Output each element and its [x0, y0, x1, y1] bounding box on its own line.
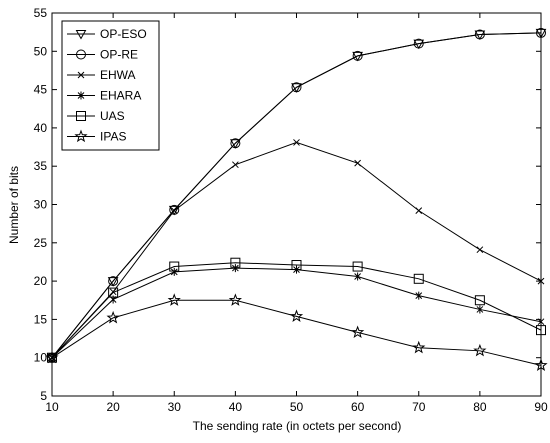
legend-marker-ipas: [74, 129, 88, 143]
data-point-op-re: [352, 50, 363, 61]
series-ipas: [45, 293, 548, 371]
data-point-uas: [108, 287, 119, 298]
y-tick-label: 20: [34, 274, 48, 288]
data-point-op-re: [536, 27, 546, 38]
series-line-uas: [51, 262, 542, 359]
data-point-op-re: [169, 204, 180, 215]
legend-marker-uas: [76, 111, 86, 121]
legend-label-ipas: IPAS: [100, 130, 126, 144]
data-point-uas: [413, 273, 424, 284]
data-point-ehara: [476, 305, 484, 314]
x-tick-label: 50: [290, 400, 304, 414]
legend-label-op-re: OP-RE: [100, 48, 138, 62]
x-tick-label: 60: [351, 400, 365, 414]
data-point-ipas: [106, 310, 120, 324]
data-point-ehwa: [476, 246, 484, 254]
series-line-ehwa: [51, 141, 542, 359]
data-point-ehara: [354, 272, 361, 281]
legend-label-ehwa: EHWA: [100, 68, 136, 82]
legend-marker-ehwa: [77, 71, 85, 79]
x-tick-label: 90: [534, 400, 548, 414]
legend-marker-op-eso: [75, 30, 87, 40]
series-op-re: [47, 27, 546, 363]
x-tick-label: 10: [45, 400, 59, 414]
y-tick-label: 40: [34, 121, 48, 135]
data-point-op-re: [413, 38, 424, 49]
data-point-ehara: [415, 291, 423, 300]
data-point-ipas: [289, 309, 304, 322]
data-point-ipas: [351, 325, 365, 339]
x-tick-label: 40: [229, 400, 243, 414]
data-point-ehwa: [170, 207, 178, 214]
series-line-ehara: [51, 267, 542, 359]
legend: OP-ESO OP-RE EHWA EHARA UAS IPAS: [61, 20, 160, 151]
data-point-op-re: [230, 138, 241, 149]
legend-label-uas: UAS: [100, 109, 125, 123]
data-point-ipas: [45, 350, 59, 364]
data-point-uas: [474, 295, 485, 306]
data-point-ehwa: [232, 161, 239, 169]
data-point-ehwa: [354, 159, 361, 167]
data-point-uas: [352, 261, 363, 272]
data-point-ipas: [473, 343, 487, 357]
data-point-uas: [291, 260, 302, 271]
legend-marker-op-re: [76, 49, 86, 60]
data-point-ipas: [412, 340, 426, 354]
data-point-op-eso: [107, 277, 119, 287]
y-axis-label: Number of bits: [7, 166, 21, 244]
data-point-uas: [230, 257, 241, 268]
x-tick-label: 20: [106, 400, 120, 414]
data-point-op-re: [291, 82, 302, 93]
data-point-ehwa: [109, 288, 117, 296]
x-axis-label: The sending rate (in octets per second): [193, 419, 402, 433]
data-point-op-eso: [291, 83, 302, 93]
data-point-ehara: [232, 264, 239, 273]
y-tick-label: 15: [34, 312, 48, 326]
data-point-ehwa: [415, 207, 423, 214]
y-tick-label: 25: [34, 236, 48, 250]
data-point-ehwa: [537, 277, 545, 285]
x-tick-label: 70: [412, 400, 426, 414]
data-point-ehara: [170, 267, 178, 276]
x-tick-label: 30: [168, 400, 182, 414]
series-ehwa: [48, 139, 545, 362]
series-line-ipas: [51, 299, 542, 366]
data-point-op-eso: [230, 139, 241, 149]
data-point-ehwa: [293, 139, 300, 146]
data-point-ipas: [228, 293, 242, 306]
y-tick-label: 35: [34, 159, 48, 173]
data-point-ehara: [537, 317, 545, 326]
data-point-ipas: [167, 293, 181, 306]
data-point-op-eso: [168, 205, 180, 216]
data-point-op-re: [108, 276, 119, 287]
data-point-op-eso: [352, 51, 363, 62]
data-point-op-re: [474, 29, 485, 40]
data-point-ipas: [534, 358, 548, 371]
legend-marker-ehara: [77, 91, 85, 100]
y-tick-label: 55: [34, 6, 48, 20]
y-tick-label: 45: [34, 83, 48, 97]
y-tick-label: 10: [34, 351, 48, 365]
series-uas: [47, 257, 546, 363]
data-point-uas: [536, 325, 546, 336]
x-tick-label: 80: [473, 400, 487, 414]
y-tick-label: 5: [40, 389, 47, 403]
data-point-uas: [169, 261, 180, 272]
series-line-op-re: [51, 32, 542, 359]
legend-box: [61, 20, 160, 151]
y-tick-label: 30: [34, 198, 48, 212]
plot-area: 10 20 30 40 50 60 70 80 90510152025303540455055O…: [34, 6, 548, 414]
legend-label-ehara: EHARA: [100, 89, 141, 103]
legend-label-op-eso: OP-ESO: [100, 27, 147, 41]
y-tick-label: 50: [34, 44, 48, 58]
